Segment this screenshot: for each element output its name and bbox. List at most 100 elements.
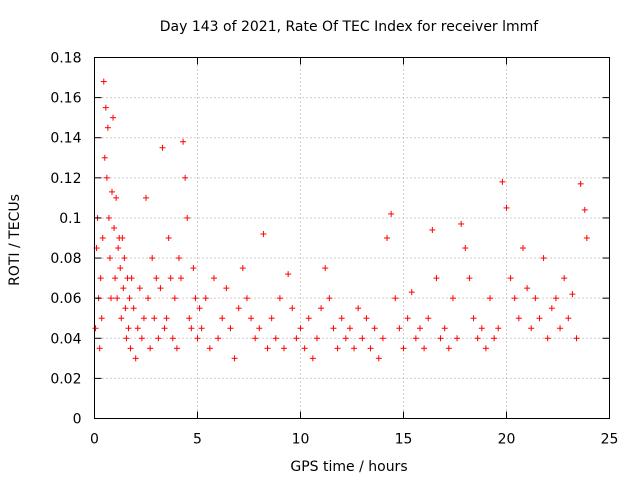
data-point — [371, 325, 378, 332]
data-point — [161, 325, 168, 332]
data-point — [190, 265, 197, 272]
data-point — [184, 214, 191, 221]
data-point — [441, 325, 448, 332]
data-point — [445, 345, 452, 352]
data-point — [113, 194, 120, 201]
data-point — [105, 214, 112, 221]
data-point — [540, 255, 547, 262]
data-point — [173, 345, 180, 352]
data-point — [227, 325, 234, 332]
data-point — [132, 355, 139, 362]
data-point — [171, 295, 178, 302]
data-point — [114, 295, 121, 302]
data-point — [235, 305, 242, 312]
data-point — [115, 245, 122, 252]
data-point — [396, 325, 403, 332]
data-point — [384, 235, 391, 241]
data-point — [98, 315, 105, 322]
grid-layer — [94, 57, 610, 419]
data-point — [346, 325, 353, 332]
data-point — [109, 188, 116, 195]
data-point — [548, 305, 555, 312]
data-point — [318, 305, 325, 312]
data-point — [301, 345, 308, 352]
data-point — [231, 355, 238, 362]
data-point — [503, 204, 510, 211]
data-point — [260, 230, 267, 237]
data-point — [581, 206, 588, 213]
x-tick-label: 15 — [395, 432, 413, 448]
data-point — [458, 220, 465, 227]
y-tick-label: 0.18 — [50, 51, 81, 67]
data-point — [101, 154, 108, 161]
data-point — [127, 345, 134, 352]
data-point — [128, 275, 135, 282]
data-point — [198, 325, 205, 332]
data-point — [495, 325, 502, 332]
data-point — [379, 335, 386, 342]
data-point — [351, 345, 358, 352]
data-point — [178, 275, 185, 282]
data-point — [326, 295, 333, 302]
data-point — [416, 325, 423, 332]
data-point — [487, 295, 494, 302]
data-point — [186, 315, 193, 322]
data-point — [478, 325, 485, 332]
data-point — [182, 174, 189, 181]
data-point — [569, 291, 576, 298]
data-point — [429, 226, 436, 233]
data-point — [491, 335, 498, 342]
data-point — [400, 345, 407, 352]
data-point — [122, 305, 129, 312]
data-point — [474, 335, 481, 342]
data-point — [102, 104, 109, 111]
data-point — [388, 210, 395, 217]
data-point — [470, 315, 477, 322]
data-point — [120, 285, 127, 292]
y-tick-label: 0.02 — [50, 371, 81, 387]
data-point — [112, 275, 119, 282]
data-point — [163, 315, 170, 322]
data-point — [412, 335, 419, 342]
data-point — [449, 295, 456, 302]
x-tick-label: 5 — [193, 432, 202, 448]
x-axis-label: GPS time / hours — [290, 459, 407, 475]
y-tick-label: 0.14 — [50, 131, 81, 147]
data-point — [342, 335, 349, 342]
data-point — [145, 295, 152, 302]
data-point — [202, 295, 209, 302]
data-point — [392, 295, 399, 302]
data-point — [252, 335, 259, 342]
data-point — [192, 295, 199, 302]
data-point — [367, 345, 374, 352]
data-point — [121, 255, 128, 262]
data-point — [334, 345, 341, 352]
data-point — [536, 315, 543, 322]
data-point — [223, 285, 230, 292]
data-point — [107, 295, 114, 302]
data-point — [297, 325, 304, 332]
data-point — [281, 345, 288, 352]
data-point — [180, 138, 187, 145]
data-point — [147, 345, 154, 352]
data-points — [92, 78, 590, 362]
data-point — [309, 355, 316, 362]
data-point — [243, 295, 250, 302]
data-point — [552, 295, 559, 302]
data-point — [119, 235, 126, 241]
data-point — [96, 345, 103, 352]
data-point — [175, 255, 182, 262]
data-point — [305, 315, 312, 322]
data-point — [165, 235, 172, 241]
data-point — [404, 315, 411, 322]
data-point — [134, 325, 141, 332]
data-point — [515, 315, 522, 322]
data-point — [104, 124, 111, 131]
data-point — [293, 335, 300, 342]
data-point — [100, 78, 107, 85]
data-point — [140, 315, 147, 322]
data-point — [167, 275, 174, 282]
data-point — [110, 114, 117, 121]
data-point — [322, 265, 329, 272]
data-point — [239, 265, 246, 272]
